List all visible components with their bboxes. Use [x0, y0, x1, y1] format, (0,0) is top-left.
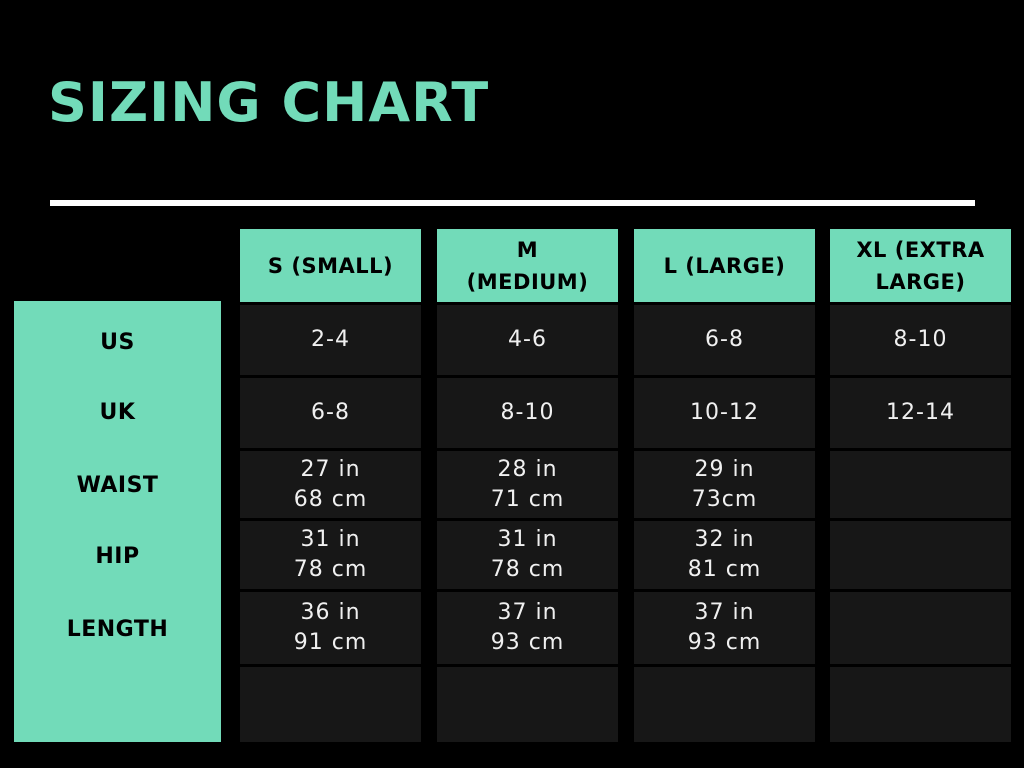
- row-labels-panel: US UK WAIST HIP LENGTH: [14, 301, 221, 742]
- size-cell-m-waist: 28 in 71 cm: [437, 451, 618, 518]
- row-label-hip: HIP: [95, 544, 140, 569]
- size-column-xl: XL (EXTRA LARGE) 8-10 12-14: [830, 229, 1011, 742]
- size-header-xl: XL (EXTRA LARGE): [830, 229, 1011, 302]
- row-label-us: US: [100, 330, 135, 355]
- size-cell-xl-us: 8-10: [830, 305, 1011, 375]
- size-header-s: S (SMALL): [240, 229, 421, 302]
- size-cell-xl-waist: [830, 451, 1011, 518]
- size-cell-l-waist: 29 in 73cm: [634, 451, 815, 518]
- size-cell-m-uk: 8-10: [437, 378, 618, 448]
- size-cell-m-length: 37 in 93 cm: [437, 592, 618, 664]
- size-cell-s-waist: 27 in 68 cm: [240, 451, 421, 518]
- size-cell-s-blank: [240, 667, 421, 742]
- size-cell-l-blank: [634, 667, 815, 742]
- size-header-m: M (MEDIUM): [437, 229, 618, 302]
- row-label-uk: UK: [99, 400, 136, 425]
- size-cell-xl-length: [830, 592, 1011, 664]
- size-cell-xl-uk: 12-14: [830, 378, 1011, 448]
- size-cell-l-us: 6-8: [634, 305, 815, 375]
- page-title: SIZING CHART: [48, 71, 490, 134]
- size-cell-m-blank: [437, 667, 618, 742]
- size-cell-s-uk: 6-8: [240, 378, 421, 448]
- size-cell-l-uk: 10-12: [634, 378, 815, 448]
- size-cell-l-length: 37 in 93 cm: [634, 592, 815, 664]
- size-cell-s-length: 36 in 91 cm: [240, 592, 421, 664]
- size-column-m: M (MEDIUM) 4-6 8-10 28 in 71 cm 31 in 78…: [437, 229, 618, 742]
- divider-line: [50, 200, 975, 206]
- size-cell-s-us: 2-4: [240, 305, 421, 375]
- size-column-s: S (SMALL) 2-4 6-8 27 in 68 cm 31 in 78 c…: [240, 229, 421, 742]
- size-cell-m-us: 4-6: [437, 305, 618, 375]
- row-label-waist: WAIST: [76, 473, 159, 498]
- size-cell-xl-blank: [830, 667, 1011, 742]
- size-header-l: L (LARGE): [634, 229, 815, 302]
- size-cell-s-hip: 31 in 78 cm: [240, 521, 421, 589]
- row-label-length: LENGTH: [66, 617, 169, 642]
- size-cell-xl-hip: [830, 521, 1011, 589]
- size-cell-l-hip: 32 in 81 cm: [634, 521, 815, 589]
- size-column-l: L (LARGE) 6-8 10-12 29 in 73cm 32 in 81 …: [634, 229, 815, 742]
- size-cell-m-hip: 31 in 78 cm: [437, 521, 618, 589]
